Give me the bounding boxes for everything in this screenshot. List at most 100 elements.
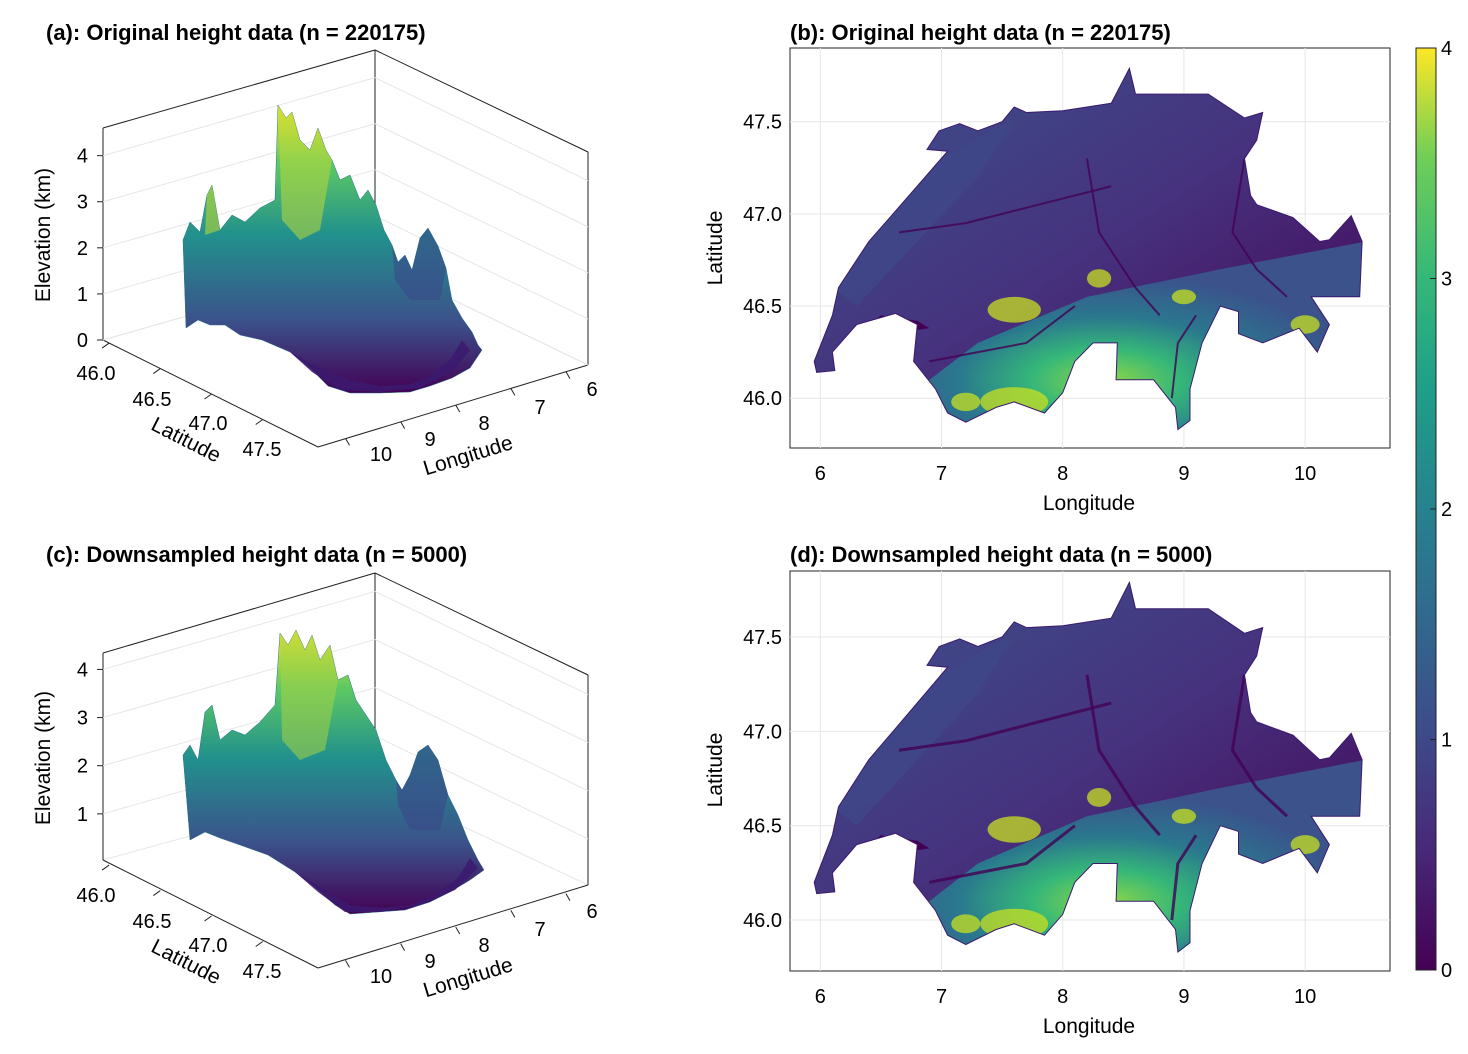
b-ytick-label: 46.0 [743, 388, 782, 410]
panel-b-map [813, 66, 1363, 431]
b-terrain [814, 68, 1363, 430]
d-ytick-label: 46.5 [743, 816, 782, 838]
d-xtick-label: 7 [936, 986, 947, 1008]
a-xtick-label: 6 [586, 379, 597, 401]
c-zgrid [374, 687, 589, 792]
a-xtick-label: 8 [478, 413, 489, 435]
d-ytick-label: 47.0 [743, 721, 782, 743]
panel-d-xlabel: Longitude [1043, 1015, 1135, 1038]
panel-a: (a): Original height data (n = 220175) 0… [32, 20, 598, 480]
b-valley [929, 305, 1076, 363]
a-xtick-label: 9 [424, 429, 435, 451]
panel-c-xticks: 10 9 8 7 6 [345, 893, 598, 988]
d-xtick-label: 6 [815, 986, 826, 1008]
d-jura [832, 637, 1015, 826]
b-peak [951, 392, 981, 412]
b-peak [1171, 289, 1197, 305]
c-zgrid [374, 590, 589, 695]
panel-a-xticks: 10 9 8 7 6 [345, 371, 598, 466]
panel-b-ylabel: Latitude [704, 211, 727, 286]
a-zgrid [374, 123, 589, 228]
b-ytick-label: 46.5 [743, 296, 782, 318]
panel-d-ylabel: Latitude [704, 733, 727, 808]
b-xtick-label: 6 [815, 463, 826, 485]
panel-b-yticks: 46.0 46.5 47.0 47.5 [743, 112, 782, 410]
d-ytick-label: 47.5 [743, 627, 782, 649]
d-xtick-label: 10 [1294, 986, 1316, 1008]
panel-d: (d): Downsampled height data (n = 5000) … [704, 542, 1391, 1038]
b-outline [813, 66, 1363, 431]
colorbar-ticks: 0 1 2 3 4 [1430, 38, 1452, 982]
panel-c: (c): Downsampled height data (n = 5000) … [32, 542, 598, 1002]
b-valley [1085, 158, 1161, 316]
a-xtick-label: 7 [534, 397, 545, 419]
d-xtick-label: 8 [1057, 986, 1068, 1008]
panel-a-zaxis: 0 1 2 3 4 Elevation (km) [32, 146, 103, 352]
a-ytick-label: 47.5 [243, 439, 282, 461]
a-xtick [400, 421, 406, 429]
c-xtick [455, 926, 461, 935]
d-peak [1171, 808, 1197, 824]
b-peak [987, 296, 1041, 323]
panel-c-yticks: 46.0 46.5 47.0 47.5 [77, 864, 282, 983]
a-ztick-label: 2 [77, 238, 88, 260]
c-zgrid [374, 639, 589, 744]
c-xtick [565, 893, 571, 901]
c-xtick [345, 960, 350, 968]
b-valley [1170, 314, 1197, 399]
b-ytick-label: 47.0 [743, 204, 782, 226]
c-xtick-label: 10 [370, 966, 392, 988]
d-outline [813, 580, 1363, 954]
b-xtick-label: 8 [1057, 463, 1068, 485]
c-ytick-label: 46.5 [133, 911, 172, 933]
panel-a-zticks: 0 1 2 3 4 [77, 146, 103, 352]
a-zgrid [374, 77, 589, 182]
b-xtick-label: 7 [936, 463, 947, 485]
d-ytick-label: 46.0 [743, 910, 782, 932]
d-peak [951, 914, 981, 934]
panel-a-yticks: 46.0 46.5 47.0 47.5 [77, 342, 282, 461]
c-ytick-label: 47.5 [243, 961, 282, 983]
panel-a-box [102, 49, 589, 448]
colorbar-tick-label: 1 [1441, 730, 1452, 752]
a-ytick-label: 47.0 [189, 413, 228, 435]
b-valley [898, 185, 1112, 234]
panel-d-yticks: 46.0 46.5 47.0 47.5 [743, 627, 782, 932]
a-xtick [345, 438, 350, 446]
b-valley [1231, 158, 1288, 298]
a-xtick [565, 371, 571, 379]
c-ytick-label: 46.0 [77, 885, 116, 907]
c-ytick-label: 47.0 [189, 935, 228, 957]
c-xtick-label: 7 [534, 919, 545, 941]
a-ztick-label: 0 [77, 330, 88, 352]
c-xtick-label: 8 [478, 935, 489, 957]
d-valley [1170, 834, 1198, 921]
panel-b-xlabel: Longitude [1043, 492, 1135, 515]
panel-c-zaxis: 1 2 3 4 Elevation (km) [32, 659, 103, 826]
d-valley [1230, 674, 1288, 818]
panel-c-surface [182, 629, 485, 915]
b-xtick-label: 10 [1294, 463, 1316, 485]
a-ztick-label: 1 [77, 284, 88, 306]
a-zgrid [374, 169, 589, 274]
d-valley [898, 701, 1112, 752]
a-ytick [153, 368, 161, 374]
c-ytick [204, 915, 212, 922]
c-xtick-label: 6 [586, 901, 597, 923]
a-ytick [255, 419, 264, 425]
c-xtick-label: 9 [424, 951, 435, 973]
b-peak [1086, 269, 1112, 288]
c-zgrid [102, 590, 376, 670]
c-ytick [101, 864, 110, 871]
panel-a-title: (a): Original height data (n = 220175) [46, 20, 426, 45]
a-ytick-label: 46.0 [77, 363, 116, 385]
c-xtick [400, 943, 406, 951]
b-ytick-label: 47.5 [743, 112, 782, 134]
colorbar-tick-label: 4 [1441, 38, 1452, 60]
b-xtick-label: 9 [1178, 463, 1189, 485]
a-xtick-label: 10 [370, 444, 392, 466]
c-xtick [510, 910, 516, 918]
panel-a-zlabel: Elevation (km) [32, 168, 55, 302]
d-valley [1085, 674, 1161, 837]
